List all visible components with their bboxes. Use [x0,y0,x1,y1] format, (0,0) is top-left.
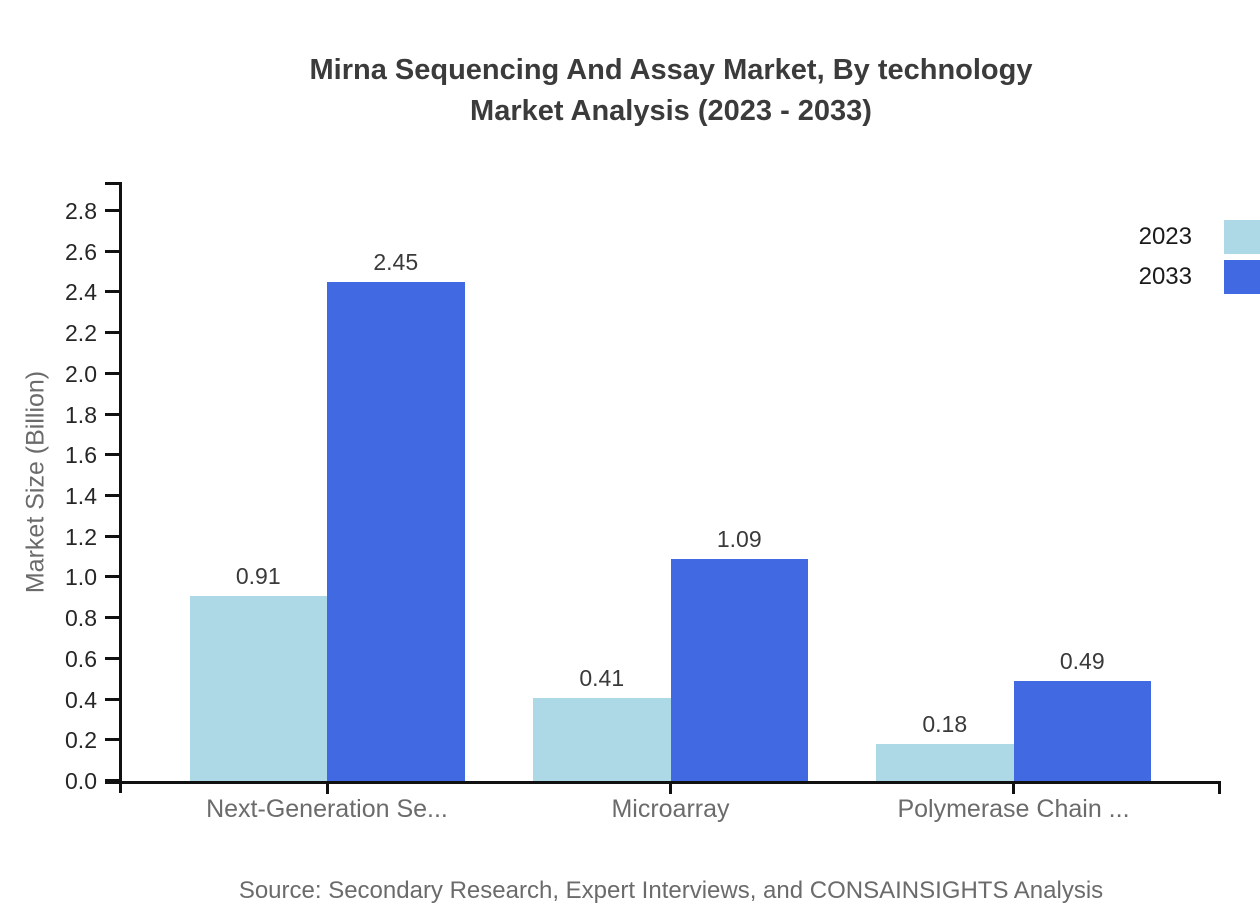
bar-2023-2 [533,697,671,781]
y-tick [105,657,119,660]
x-axis-right-cap [1218,781,1221,794]
x-category-label: Microarray [611,795,730,823]
legend-swatch-icon [1224,220,1260,254]
y-tick-label: 2.8 [65,198,97,224]
x-category-label: Next-Generation Se... [206,795,448,823]
legend-swatch-icon [1224,260,1260,294]
y-tick-label: 2.2 [65,320,97,346]
y-tick [105,535,119,538]
y-tick [105,209,119,212]
y-tick-label: 1.0 [65,564,97,590]
y-tick-label: 2.4 [65,279,97,305]
legend-label: 2023 [1138,223,1192,250]
y-axis-line [119,182,122,793]
legend-item-2023: 2023 [1100,220,1260,254]
y-tick-label: 2.6 [65,239,97,265]
bar-value-label: 2.45 [373,249,419,276]
x-axis-line [105,781,1221,784]
bar-2023-3 [876,744,1014,781]
x-tick [1012,781,1015,794]
y-tick-label: 0.6 [65,646,97,672]
y-axis-top-cap [105,182,119,185]
y-tick [105,698,119,701]
y-tick [105,738,119,741]
y-tick-label: 0.2 [65,727,97,753]
y-tick-label: 1.8 [65,402,97,428]
x-category-label: Polymerase Chain ... [897,795,1130,823]
bar-value-label: 0.41 [579,664,625,691]
legend-label: 2033 [1138,263,1192,290]
y-tick [105,616,119,619]
chart-title-line2: Market Analysis (2023 - 2033) [470,95,872,127]
legend: 2023 2033 [1100,220,1260,300]
y-tick [105,575,119,578]
bar-value-label: 0.91 [235,562,281,589]
y-tick [105,779,119,782]
chart-title-line1: Mirna Sequencing And Assay Market, By te… [309,54,1033,86]
bar-2033-3 [1013,681,1151,781]
y-tick [105,290,119,293]
y-tick [105,372,119,375]
y-tick [105,494,119,497]
bar-2033-2 [670,559,808,781]
y-tick-label: 1.6 [65,442,97,468]
legend-item-2033: 2033 [1100,260,1260,294]
y-tick-label: 0.8 [65,605,97,631]
y-tick-label: 0.4 [65,687,97,713]
bar-value-label: 1.09 [716,526,762,553]
y-tick [105,453,119,456]
bar-value-label: 0.49 [1059,648,1105,675]
y-tick-label: 1.2 [65,524,97,550]
source-note: Source: Secondary Research, Expert Inter… [238,877,1104,904]
bar-value-label: 0.18 [922,711,968,738]
x-tick [325,781,329,794]
bar-2023-1 [189,595,327,781]
bar-2033-1 [327,282,465,781]
y-tick-label: 2.0 [65,361,97,387]
y-tick-label: 1.4 [65,483,97,509]
y-tick [105,250,119,253]
chart-title: Mirna Sequencing And Assay Market, By te… [82,50,1260,132]
x-tick [669,781,672,794]
y-tick [105,331,119,334]
y-tick [105,413,119,416]
y-tick-label: 0.0 [65,768,97,794]
